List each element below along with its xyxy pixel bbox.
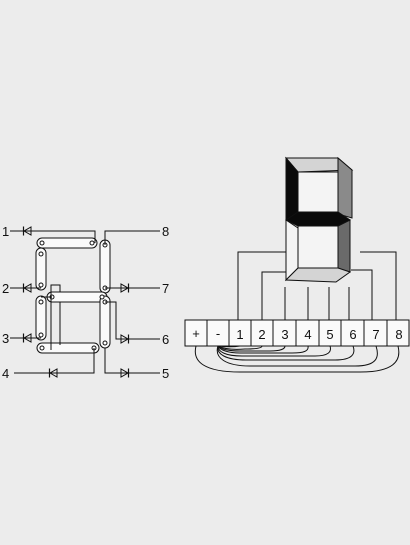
led-strip-middle — [46, 291, 108, 303]
seven-segment-display — [284, 156, 354, 283]
terminal-strip: + - 1 2 3 4 5 6 7 8 — [184, 319, 410, 347]
terminal-minus: - — [216, 326, 220, 341]
led-label-3: 3 — [2, 331, 9, 346]
led-label-2: 2 — [2, 281, 9, 296]
led-label-4: 4 — [2, 366, 9, 381]
led-strip-top — [36, 237, 98, 249]
display-wires — [237, 251, 397, 320]
led-label-7: 7 — [162, 281, 169, 296]
led-strip-bottom — [36, 342, 100, 354]
led-segment-schematic — [10, 225, 160, 379]
terminal-5: 5 — [326, 327, 333, 342]
segment-lower-right — [337, 219, 351, 273]
terminal-4: 4 — [304, 327, 311, 342]
led-strip-upper-left — [35, 247, 47, 291]
segment-middle — [285, 211, 351, 227]
segment-bottom — [284, 267, 352, 283]
terminal-7: 7 — [372, 327, 379, 342]
led-strip-lower-left — [35, 295, 47, 341]
terminal-3: 3 — [281, 327, 288, 342]
terminal-2: 2 — [258, 327, 265, 342]
terminal-6: 6 — [349, 327, 356, 342]
led-label-6: 6 — [162, 332, 169, 347]
terminal-plus: + — [192, 326, 200, 341]
led-label-8: 8 — [162, 224, 169, 239]
terminal-1: 1 — [236, 327, 243, 342]
led-label-5: 5 — [162, 366, 169, 381]
terminal-loops — [194, 345, 400, 373]
led-label-1: 1 — [2, 224, 9, 239]
led-strip-upper-right — [99, 239, 111, 294]
terminal-8: 8 — [395, 327, 402, 342]
segment-upper-right — [337, 156, 353, 219]
